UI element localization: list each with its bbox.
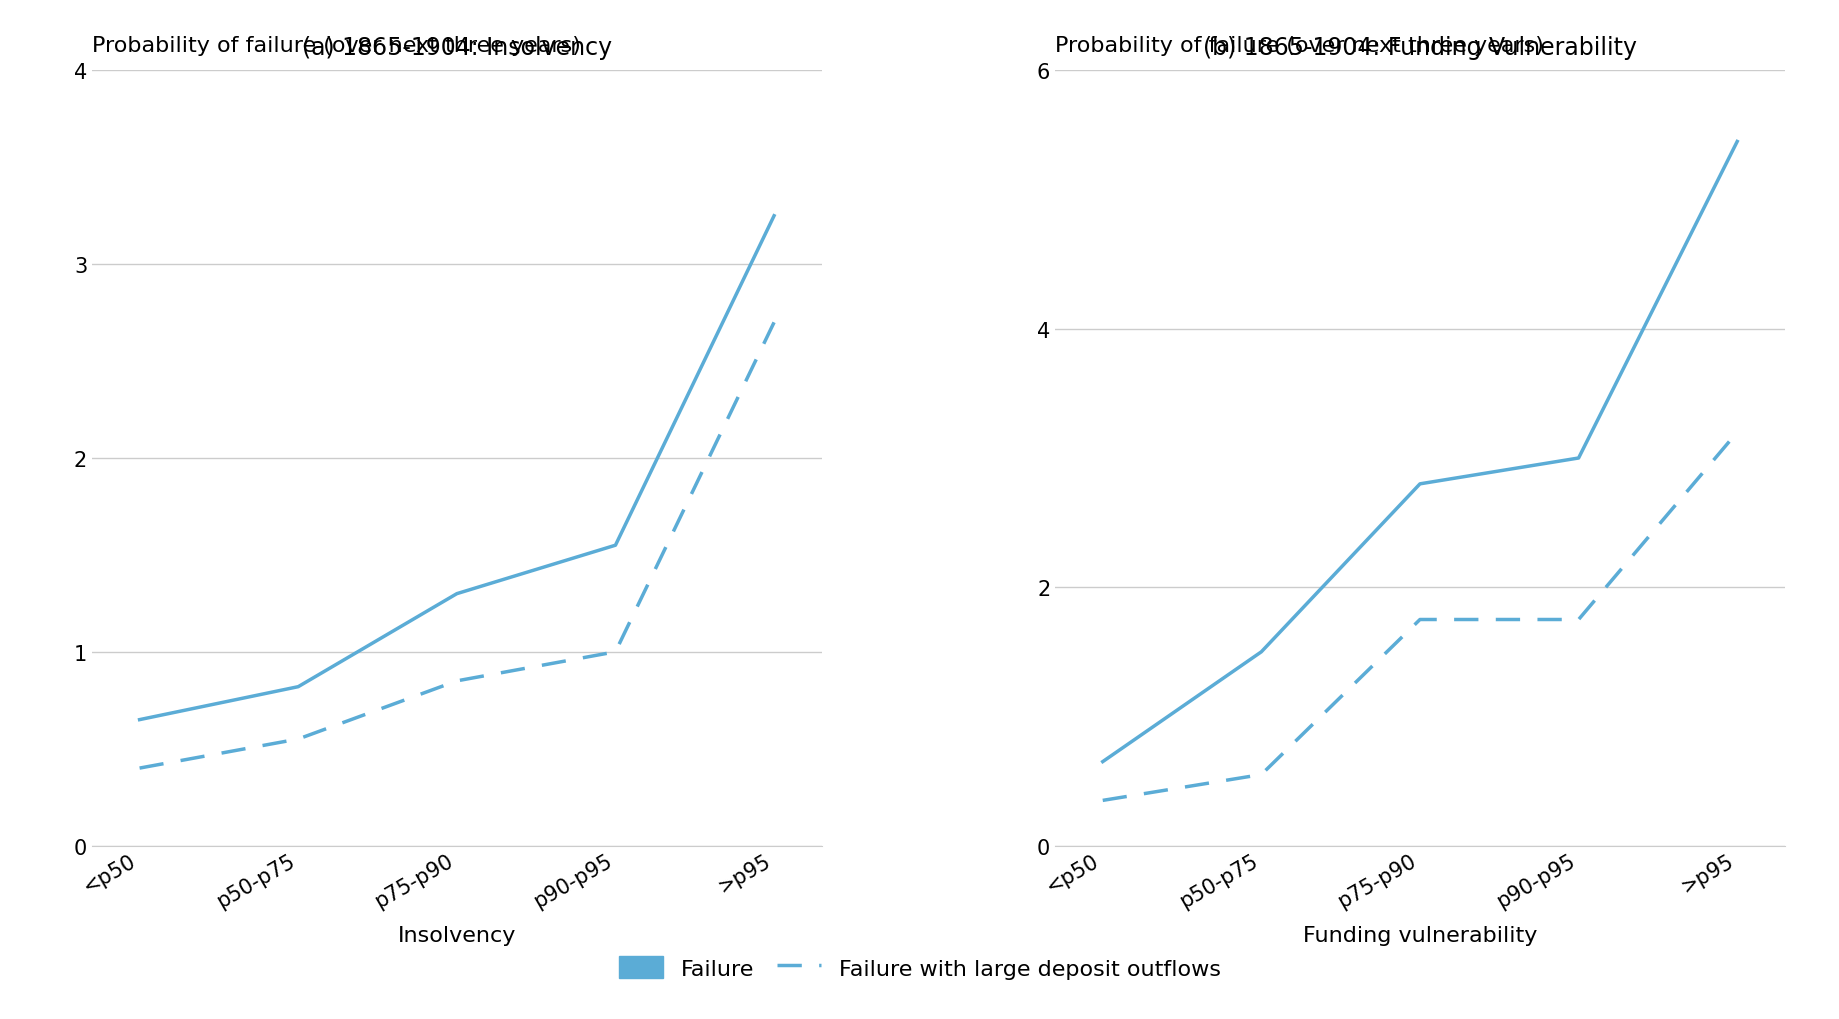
Text: Probability of failure (over next three years): Probability of failure (over next three … [92, 36, 581, 56]
Title: (b) 1865-1904: Funding Vulnerability: (b) 1865-1904: Funding Vulnerability [1203, 36, 1637, 60]
Title: (a) 1865-1904: Insolvency: (a) 1865-1904: Insolvency [302, 36, 612, 60]
X-axis label: Funding vulnerability: Funding vulnerability [1302, 925, 1536, 946]
X-axis label: Insolvency: Insolvency [397, 925, 515, 946]
Legend: Failure, Failure with large deposit outflows: Failure, Failure with large deposit outf… [611, 947, 1228, 987]
Text: Probability of failure (over next three years): Probability of failure (over next three … [1054, 36, 1543, 56]
